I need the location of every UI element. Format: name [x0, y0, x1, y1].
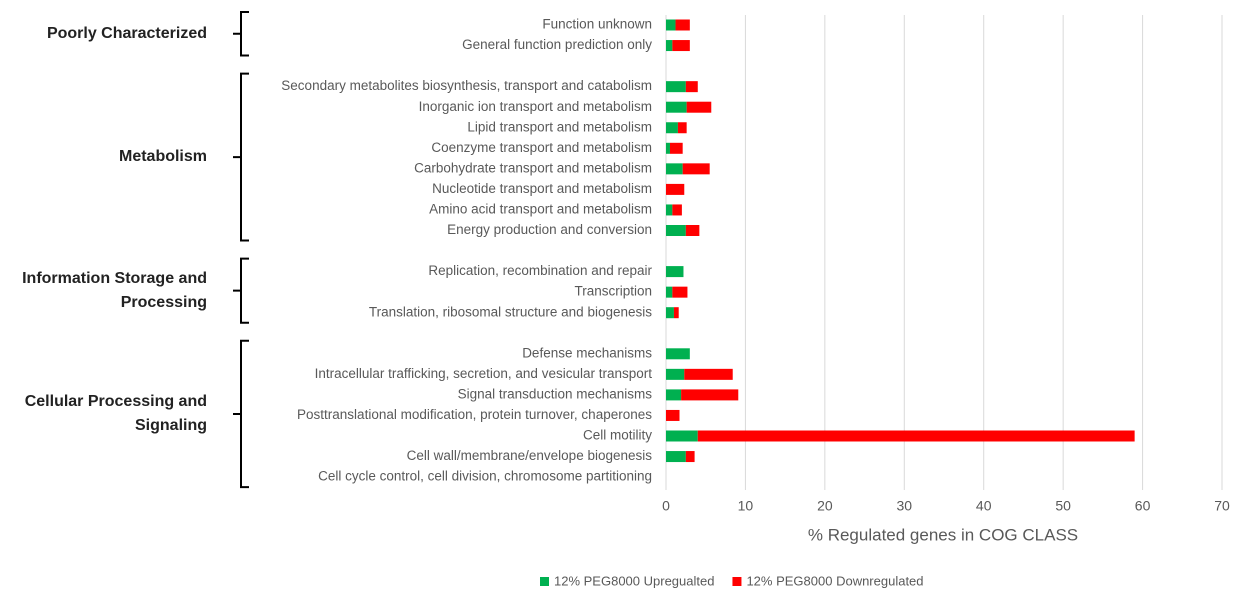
bar-segment [673, 307, 679, 319]
category-label: Replication, recombination and repair [428, 263, 652, 278]
category-label: Coenzyme transport and metabolism [431, 140, 652, 155]
category-label: Cell wall/membrane/envelope biogenesis [407, 448, 653, 463]
bar-segment [666, 266, 684, 278]
bar-segment [685, 81, 698, 93]
x-tick-label: 40 [976, 498, 992, 514]
bar-segment [666, 183, 685, 195]
group-bracket [233, 11, 249, 57]
bar-segment [685, 451, 695, 463]
bar-segment [681, 389, 739, 401]
category-label: Transcription [574, 284, 652, 299]
bar-segment [672, 286, 688, 298]
legend-swatch [732, 577, 742, 586]
bar-segment [666, 430, 698, 442]
bar-segment [666, 81, 686, 93]
bar-segment [666, 348, 690, 360]
category-label: Cell motility [583, 428, 652, 443]
category-label: Translation, ribosomal structure and bio… [369, 304, 652, 319]
category-label: Lipid transport and metabolism [467, 119, 652, 134]
bar-segment [666, 163, 683, 175]
bar-segment [666, 101, 687, 113]
bar-segment [685, 225, 700, 236]
category-label: Nucleotide transport and metabolism [432, 181, 652, 196]
category-label: Signal transduction mechanisms [458, 386, 653, 401]
bar-segment [697, 430, 1135, 442]
x-tick-label: 30 [896, 498, 912, 514]
category-label: Energy production and conversion [447, 222, 652, 237]
category-label: Function unknown [542, 17, 652, 32]
x-tick-label: 10 [738, 498, 754, 514]
legend-label: 12% PEG8000 Downregulated [746, 573, 923, 588]
group-bracket [233, 72, 249, 242]
group-label: Information Storage and Processing [22, 269, 207, 311]
bar-segment [675, 19, 690, 31]
bar-segment [684, 368, 733, 380]
category-label: Defense mechanisms [522, 345, 652, 360]
category-label: Carbohydrate transport and metabolism [414, 160, 652, 175]
bar-segment [666, 409, 680, 421]
bar-segment [666, 307, 674, 319]
bar-segment [666, 142, 670, 154]
bar-segment [666, 19, 676, 31]
x-tick-label: 0 [662, 498, 670, 514]
x-axis-title: % Regulated genes in COG CLASS [808, 525, 1078, 544]
category-label: Intracellular trafficking, secretion, an… [315, 366, 653, 381]
bar-segment [686, 101, 712, 113]
bar-segment [677, 122, 687, 134]
x-tick-label: 20 [817, 498, 833, 514]
x-tick-label: 60 [1135, 498, 1151, 514]
group-bracket [233, 339, 249, 489]
bar-segment [666, 225, 686, 236]
bar-segment [669, 142, 683, 154]
bar-segment [666, 389, 682, 401]
bar-segment [666, 451, 686, 463]
bar-segment [666, 40, 673, 52]
group-bracket [233, 257, 249, 324]
category-label: Cell cycle control, cell division, chrom… [318, 469, 652, 484]
category-label: General function prediction only [462, 37, 652, 52]
x-tick-label: 50 [1055, 498, 1071, 514]
category-label: Secondary metabolites biosynthesis, tran… [281, 78, 652, 93]
category-label: Amino acid transport and metabolism [429, 202, 652, 217]
bar-segment [682, 163, 710, 175]
group-label: Metabolism [118, 148, 207, 166]
category-label: Inorganic ion transport and metabolism [419, 99, 652, 114]
legend-swatch [540, 577, 549, 586]
group-label: Cellular Processing and Signaling [24, 392, 207, 434]
bar-segment [672, 40, 690, 52]
bar-segment [666, 368, 685, 380]
bar-segment [666, 286, 673, 298]
legend-label: 12% PEG8000 Upregualted [554, 573, 714, 588]
category-label: Posttranslational modification, protein … [297, 407, 652, 422]
bar-segment [666, 204, 673, 216]
group-label: Poorly Characterized [46, 24, 207, 42]
x-tick-label: 70 [1214, 498, 1230, 514]
bar-segment [666, 122, 678, 134]
bar-segment [672, 204, 682, 216]
